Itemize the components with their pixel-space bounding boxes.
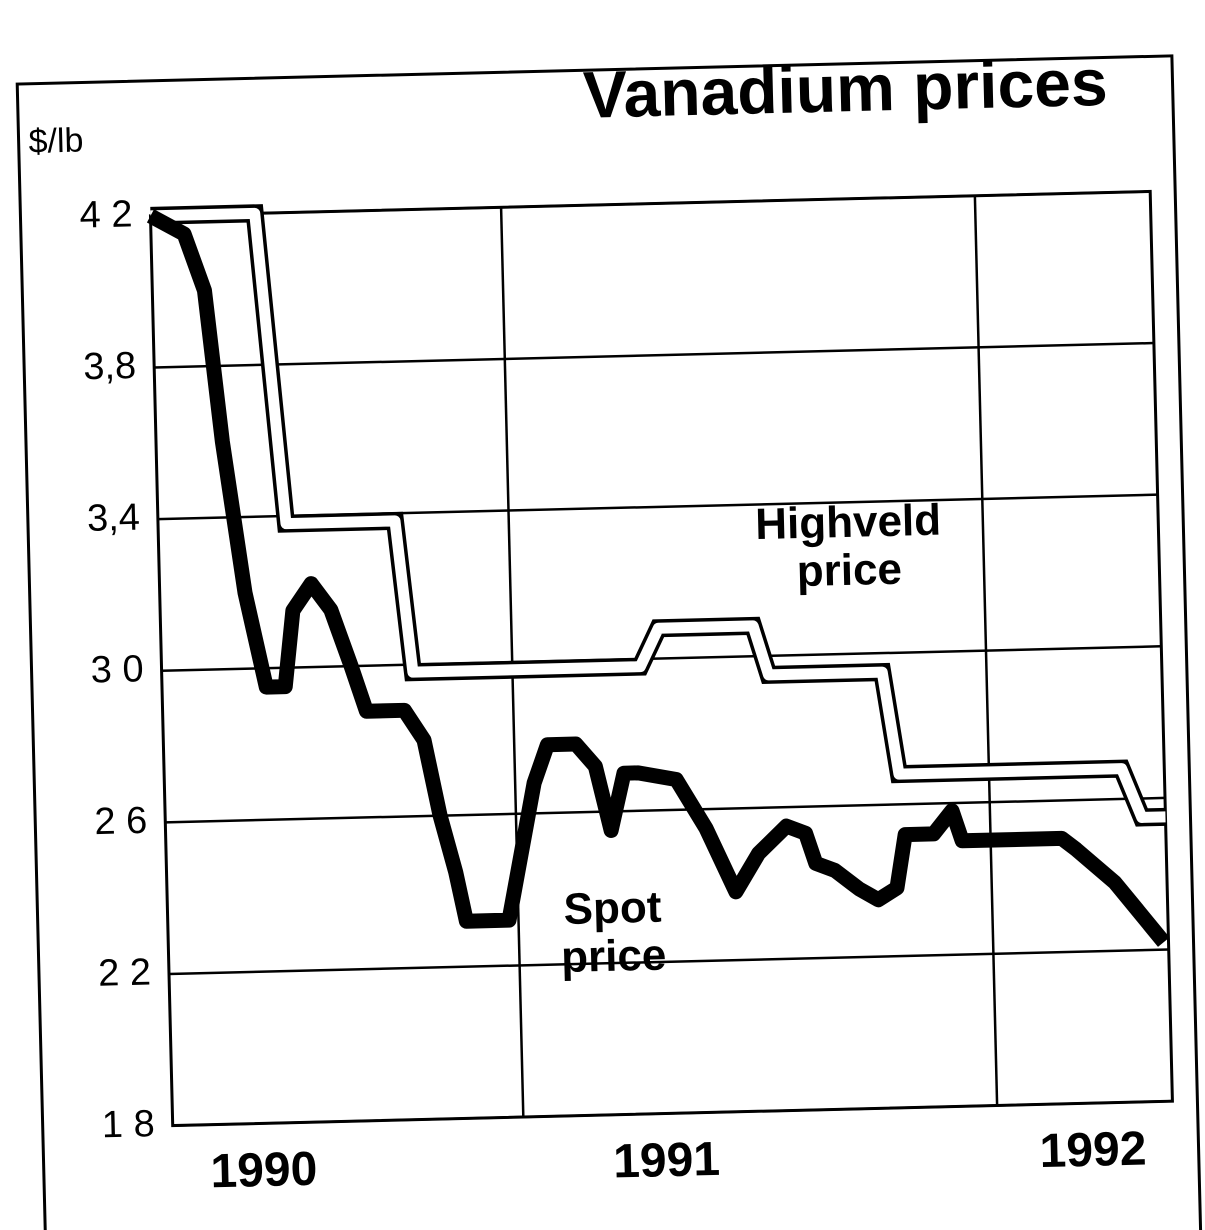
grid-line (150, 190, 1151, 218)
y-tick-label: 2 2 (98, 951, 152, 994)
grid-line (168, 948, 1169, 976)
y-tick-label: 3 0 (90, 648, 144, 691)
frame (15, 54, 1203, 1230)
series-label: Highveld price (754, 495, 942, 597)
grid-line (172, 1099, 1173, 1127)
chart-title: Vanadium prices (582, 45, 1108, 132)
grid-line (154, 341, 1154, 369)
chart-body: Vanadium prices $/lb 1 8 2 2 2 6 3 0 3,4 3,8 4… (15, 45, 1203, 1230)
series-line (146, 209, 1170, 947)
y-axis-label: $/lb (28, 121, 84, 160)
series-label: Spot price (560, 882, 667, 983)
grid-line (161, 645, 1162, 672)
line-outline (150, 204, 1166, 827)
y-tick-label: 4 2 (79, 193, 133, 236)
grid-line (973, 195, 999, 1106)
y-tick-label: 3,4 (87, 497, 141, 540)
grid-line (165, 796, 1166, 824)
x-tick-label: 1991 (613, 1133, 721, 1189)
y-tick-label: 3,8 (83, 345, 137, 388)
x-tick-label: 1992 (1039, 1122, 1147, 1178)
y-tick-label: 2 6 (94, 800, 148, 843)
x-tick-label: 1990 (210, 1143, 318, 1199)
series-line (150, 207, 1166, 823)
series-label-text: Spot price (560, 882, 667, 983)
y-tick-label: 1 8 (101, 1103, 155, 1146)
series-label-text: Highveld price (754, 495, 942, 597)
